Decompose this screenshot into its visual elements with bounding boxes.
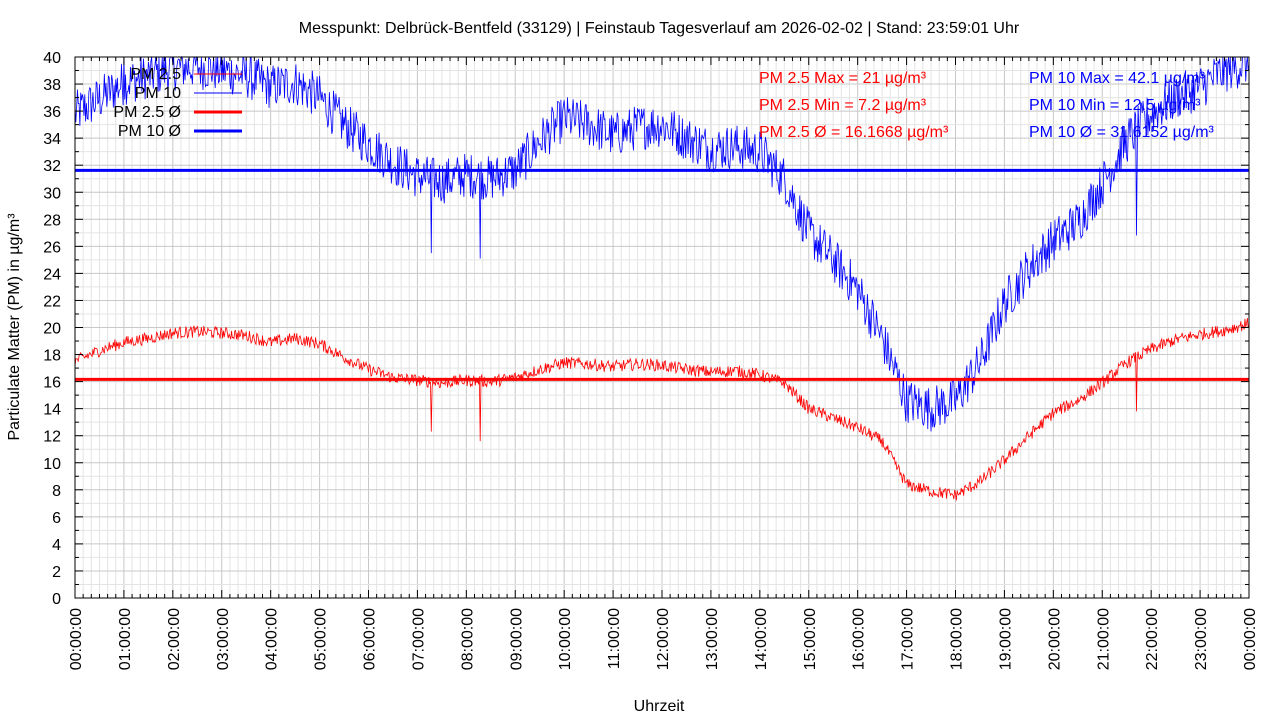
- grid: [74, 56, 1250, 599]
- series-layer: [74, 55, 1250, 501]
- pm25-avg-label: PM 2.5 Ø = 16.1668 µg/m³: [759, 124, 949, 141]
- legend-entry-pm25: PM 2.5: [130, 66, 242, 83]
- legend-label-pm10: PM 10: [135, 85, 181, 102]
- y-tick-label: 12: [43, 429, 61, 446]
- x-tick-label: 01:00:00: [117, 608, 134, 670]
- y-tick-label: 22: [43, 293, 61, 310]
- x-tick-label: 09:00:00: [508, 608, 525, 670]
- pm25-max-label: PM 2.5 Max = 21 µg/m³: [759, 70, 927, 87]
- y-tick-label: 16: [43, 375, 61, 392]
- x-tick-label: 05:00:00: [313, 608, 330, 670]
- y-tick-label: 2: [52, 564, 61, 581]
- legend: PM 2.5 PM 10 PM 2.5 Ø PM 10 Ø: [113, 66, 242, 140]
- legend-label-pm25-avg: PM 2.5 Ø: [113, 104, 181, 121]
- x-tick-label: 22:00:00: [1144, 608, 1161, 670]
- x-tick-label: 12:00:00: [655, 608, 672, 670]
- x-tick-label: 16:00:00: [851, 608, 868, 670]
- x-tick-label: 04:00:00: [264, 608, 281, 670]
- y-tick-label: 10: [43, 456, 61, 473]
- y-tick-label: 34: [43, 131, 61, 148]
- y-tick-label: 8: [52, 483, 61, 500]
- legend-label-pm25: PM 2.5: [130, 66, 181, 83]
- y-tick-label: 40: [43, 50, 61, 67]
- x-tick-label: 10:00:00: [557, 608, 574, 670]
- y-tick-label: 32: [43, 158, 61, 175]
- x-tick-label: 14:00:00: [753, 608, 770, 670]
- x-tick-label: 21:00:00: [1095, 608, 1112, 670]
- y-tick-label: 18: [43, 348, 61, 365]
- stats-annotations: PM 2.5 Max = 21 µg/m³ PM 2.5 Min = 7.2 µ…: [759, 70, 1215, 141]
- y-tick-label: 4: [52, 537, 61, 554]
- x-tick-label: 23:00:00: [1193, 608, 1210, 670]
- x-tick-label: 19:00:00: [997, 608, 1014, 670]
- x-tick-label: 02:00:00: [166, 608, 183, 670]
- pm10-min-label: PM 10 Min = 12.5 µg/m³: [1029, 97, 1201, 114]
- y-tick-label: 24: [43, 266, 61, 283]
- x-tick-label: 00:00:00: [1242, 608, 1259, 670]
- y-axis-label: Particulate Matter (PM) in µg/m³: [6, 213, 23, 441]
- pm10-max-label: PM 10 Max = 42.1 µg/m³: [1029, 70, 1206, 87]
- pm25-min-label: PM 2.5 Min = 7.2 µg/m³: [759, 97, 927, 114]
- legend-entry-pm10-avg: PM 10 Ø: [118, 123, 242, 140]
- axes: 024681012141618202224262830323436384000:…: [43, 50, 1259, 670]
- x-tick-label: 03:00:00: [215, 608, 232, 670]
- x-tick-label: 11:00:00: [606, 608, 623, 669]
- chart-title: Messpunkt: Delbrück-Bentfeld (33129) | F…: [299, 20, 1020, 37]
- legend-label-pm10-avg: PM 10 Ø: [118, 123, 181, 140]
- y-tick-label: 14: [43, 402, 61, 419]
- pm10-avg-label: PM 10 Ø = 31.6152 µg/m³: [1029, 124, 1215, 141]
- x-axis-label: Uhrzeit: [634, 698, 685, 715]
- series-line-pm25: [74, 318, 1250, 501]
- x-tick-label: 15:00:00: [802, 608, 819, 670]
- x-tick-label: 06:00:00: [362, 608, 379, 670]
- x-tick-label: 13:00:00: [704, 608, 721, 670]
- y-tick-label: 20: [43, 321, 61, 338]
- series-line-pm10: [74, 55, 1250, 432]
- x-tick-label: 20:00:00: [1046, 608, 1063, 670]
- legend-entry-pm25-avg: PM 2.5 Ø: [113, 104, 242, 121]
- x-tick-label: 00:00:00: [68, 608, 85, 670]
- y-tick-label: 26: [43, 239, 61, 256]
- y-tick-label: 30: [43, 185, 61, 202]
- x-tick-label: 08:00:00: [459, 608, 476, 670]
- y-tick-label: 38: [43, 77, 61, 94]
- y-tick-label: 0: [52, 591, 61, 608]
- y-tick-label: 6: [52, 510, 61, 527]
- y-tick-label: 36: [43, 104, 61, 121]
- x-tick-label: 17:00:00: [900, 608, 917, 670]
- x-tick-label: 18:00:00: [949, 608, 966, 670]
- legend-entry-pm10: PM 10: [135, 85, 242, 102]
- x-tick-label: 07:00:00: [410, 608, 427, 670]
- y-tick-label: 28: [43, 212, 61, 229]
